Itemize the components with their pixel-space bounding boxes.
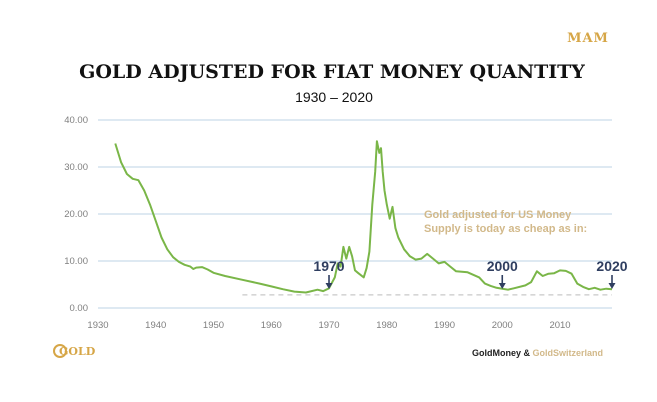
- annotation-arrow-head: [498, 283, 506, 289]
- chart-subtitle: 1930 – 2020: [295, 89, 373, 105]
- annotation-2000: 2000: [487, 258, 518, 289]
- annotation-year-label: 1970: [313, 258, 344, 274]
- gold-logo: GOLD: [53, 344, 96, 358]
- x-tick-label: 2010: [549, 320, 570, 331]
- x-tick-label: 1990: [434, 320, 455, 331]
- x-tick-label: 2000: [492, 320, 513, 331]
- x-tick-label: 1930: [87, 320, 108, 331]
- y-tick-label: 40.00: [64, 115, 88, 126]
- y-tick-label: 10.00: [64, 256, 88, 267]
- x-tick-label: 1970: [318, 320, 339, 331]
- y-axis-ticks: 0.00 10.00 20.00 30.00 40.00: [64, 115, 88, 314]
- grid-lines: [98, 119, 612, 309]
- annotation-note-line-2: Supply is today as cheap as in:: [424, 223, 587, 235]
- footer-goldmoney: GoldMoney: [472, 348, 521, 358]
- x-tick-label: 1950: [203, 320, 224, 331]
- top-logo: MAM: [567, 31, 609, 46]
- annotation-year-label: 2020: [596, 258, 627, 274]
- footer-credit: GoldMoney & GoldSwitzerland: [472, 348, 603, 358]
- y-tick-label: 20.00: [64, 209, 88, 220]
- footer-goldswitzerland: GoldSwitzerland: [532, 348, 603, 358]
- gold-logo-text: GOLD: [59, 345, 96, 358]
- x-tick-label: 1960: [261, 320, 282, 331]
- footer-amp: &: [521, 348, 533, 358]
- annotation-arrow-head: [325, 283, 333, 289]
- y-tick-label: 0.00: [70, 303, 89, 314]
- gold-logo-icon: [53, 344, 67, 358]
- x-axis-ticks: 1930 1940 1950 1960 1970 1980 1990 2000 2010: [87, 320, 570, 331]
- chart-title: GOLD ADJUSTED FOR FIAT MONEY QUANTITY: [79, 61, 585, 83]
- annotation-note-line-1: Gold adjusted for US Money: [424, 209, 572, 221]
- y-tick-label: 30.00: [64, 162, 88, 173]
- x-tick-label: 1940: [145, 320, 166, 331]
- x-tick-label: 1980: [376, 320, 397, 331]
- annotation-arrow-head: [608, 283, 616, 289]
- annotations: 1970 2000 2020: [313, 258, 628, 289]
- annotation-2020: 2020: [596, 258, 628, 289]
- series-line: [114, 140, 613, 294]
- annotation-1970: 1970: [313, 258, 345, 289]
- annotation-year-label: 2000: [487, 258, 518, 274]
